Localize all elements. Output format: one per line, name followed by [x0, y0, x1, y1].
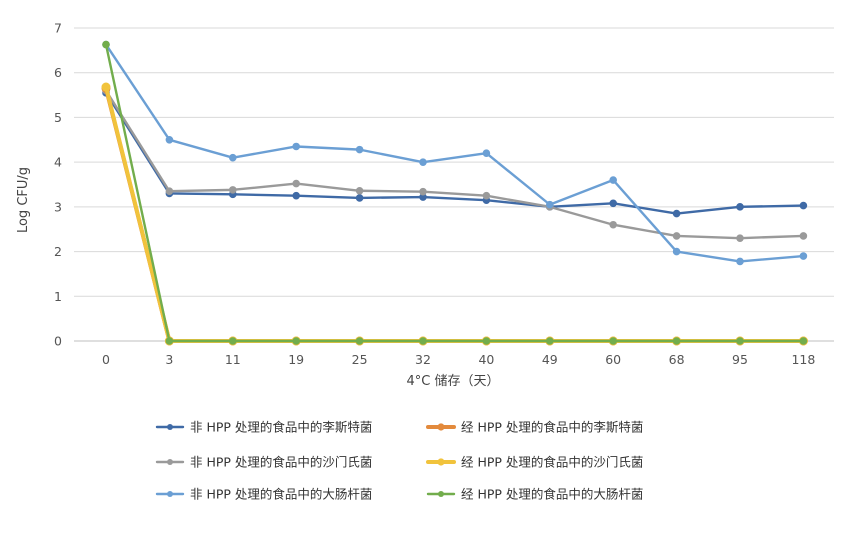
data-point — [609, 337, 618, 345]
data-point — [672, 337, 681, 345]
data-point — [672, 209, 681, 218]
data-point — [736, 337, 744, 345]
legend-item: 非 HPP 处理的食品中的李斯特菌 — [155, 420, 372, 435]
x-tick-label: 118 — [791, 352, 815, 367]
data-point — [482, 337, 491, 345]
x-tick-label: 68 — [669, 352, 685, 367]
data-point — [419, 337, 427, 345]
legend-label: 经 HPP 处理的食品中的李斯特菌 — [461, 420, 643, 435]
y-tick-label: 2 — [54, 244, 62, 259]
series-6 — [102, 40, 808, 345]
series-lines — [101, 40, 808, 346]
x-tick-label: 32 — [415, 352, 431, 367]
data-point — [609, 199, 618, 208]
legend-item: 经 HPP 处理的食品中的李斯特菌 — [426, 420, 643, 435]
x-tick-label: 60 — [605, 352, 621, 367]
legend-swatch-marker — [437, 423, 445, 431]
y-tick-label: 5 — [54, 110, 62, 125]
data-point — [799, 337, 808, 345]
legend-swatch-marker — [437, 458, 445, 466]
data-point — [419, 158, 427, 166]
data-point — [165, 135, 174, 144]
y-tick-label: 0 — [54, 334, 62, 349]
x-tick-label: 95 — [732, 352, 748, 367]
data-point — [292, 179, 301, 188]
data-point — [482, 191, 491, 200]
series-line — [104, 89, 805, 240]
legend-label: 非 HPP 处理的食品中的沙门氏菌 — [190, 455, 372, 470]
data-point — [799, 232, 808, 240]
legend-label: 非 HPP 处理的食品中的大肠杆菌 — [190, 487, 372, 502]
y-tick-label: 6 — [54, 65, 62, 80]
y-tick-label: 3 — [54, 199, 62, 214]
x-tick-label: 49 — [542, 352, 558, 367]
data-point — [102, 40, 110, 49]
legend-swatch-marker — [167, 459, 173, 465]
legend-label: 非 HPP 处理的食品中的李斯特菌 — [190, 420, 372, 435]
x-tick-label: 11 — [225, 352, 241, 367]
legend-item: 经 HPP 处理的食品中的沙门氏菌 — [426, 455, 643, 470]
legend-swatch-marker — [438, 491, 444, 497]
data-point — [546, 337, 554, 345]
data-point — [355, 145, 364, 154]
data-point — [292, 191, 301, 200]
data-point — [355, 186, 364, 195]
data-point — [229, 153, 237, 162]
data-point — [482, 149, 491, 157]
series-line — [104, 43, 805, 263]
data-point — [736, 257, 744, 266]
legend-swatch-marker — [167, 491, 173, 497]
y-tick-label: 7 — [54, 21, 62, 36]
x-tick-label: 40 — [478, 352, 494, 367]
data-point — [799, 252, 808, 260]
data-point — [292, 142, 301, 151]
data-point — [609, 220, 618, 229]
data-point — [546, 200, 554, 209]
legend-label: 经 HPP 处理的食品中的沙门氏菌 — [461, 455, 643, 470]
x-tick-label: 19 — [288, 352, 304, 367]
data-point — [419, 187, 427, 196]
data-point — [672, 232, 681, 240]
data-point — [736, 203, 744, 211]
legend-item: 非 HPP 处理的食品中的沙门氏菌 — [155, 455, 372, 470]
series-line — [104, 43, 805, 343]
legend-label: 经 HPP 处理的食品中的大肠杆菌 — [461, 487, 643, 502]
data-point — [101, 82, 111, 92]
data-point — [229, 186, 237, 194]
y-tick-label: 1 — [54, 289, 62, 304]
x-tick-label: 0 — [102, 352, 110, 367]
data-point — [355, 194, 364, 202]
legend-swatch-marker — [167, 424, 173, 430]
x-tick-label: 3 — [165, 352, 173, 367]
x-tick-label: 25 — [352, 352, 368, 367]
data-point — [165, 187, 174, 196]
data-point — [355, 337, 364, 345]
legend-item: 非 HPP 处理的食品中的大肠杆菌 — [155, 487, 372, 502]
series-line — [104, 91, 805, 215]
data-point — [165, 337, 174, 345]
y-tick-label: 4 — [54, 155, 62, 170]
data-point — [799, 201, 808, 210]
data-point — [672, 247, 681, 256]
data-point — [292, 337, 301, 345]
data-point — [609, 176, 618, 184]
axis-labels: Log CFU/g 4°C 储存（天） — [16, 167, 499, 389]
data-point — [736, 234, 744, 242]
y-axis-label: Log CFU/g — [16, 167, 31, 233]
legend-item: 经 HPP 处理的食品中的大肠杆菌 — [426, 487, 643, 502]
gridlines — [74, 27, 834, 297]
x-axis-label: 4°C 储存（天） — [407, 374, 500, 389]
series-5 — [102, 40, 808, 266]
data-point — [229, 337, 237, 345]
